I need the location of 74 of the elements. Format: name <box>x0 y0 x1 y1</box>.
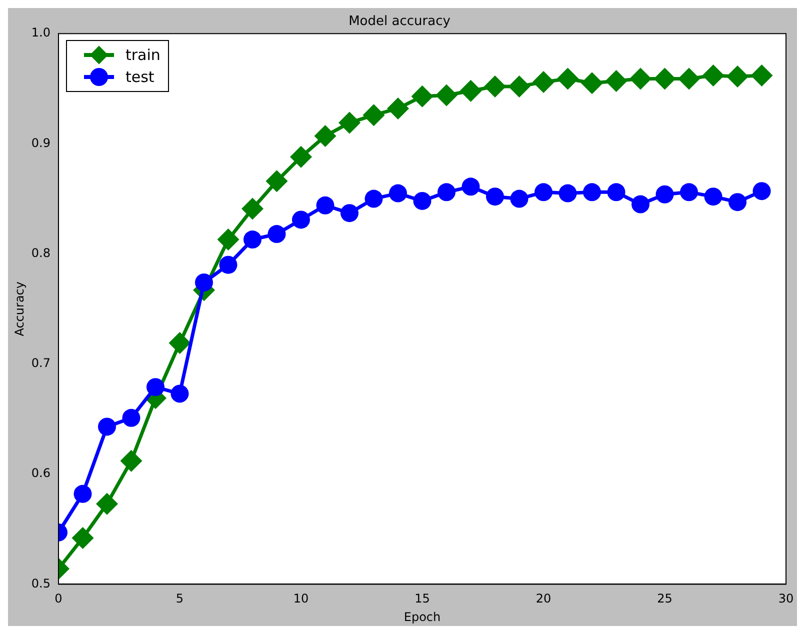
point <box>388 184 407 202</box>
point <box>580 72 603 94</box>
point <box>96 492 118 515</box>
point <box>217 228 240 251</box>
point <box>266 170 288 192</box>
x-tick-label: 20 <box>536 592 552 606</box>
x-tick-label: 30 <box>778 592 794 606</box>
point <box>98 418 116 436</box>
point <box>241 198 264 220</box>
point <box>340 204 358 222</box>
point <box>510 190 528 208</box>
point <box>122 408 140 427</box>
x-tick-label: 15 <box>414 592 430 606</box>
point <box>74 484 92 503</box>
x-tick-label: 0 <box>54 592 62 606</box>
point <box>534 183 552 202</box>
point <box>168 332 191 354</box>
point <box>146 378 164 396</box>
legend-label: test <box>125 68 154 86</box>
point <box>413 192 432 210</box>
point <box>462 178 480 196</box>
point <box>435 84 458 106</box>
legend-label: train <box>125 46 160 64</box>
point <box>704 188 722 206</box>
point <box>243 230 262 249</box>
point <box>582 183 601 202</box>
point <box>219 256 238 274</box>
point <box>726 66 748 88</box>
point <box>194 273 213 292</box>
x-tick-label: 10 <box>293 592 309 606</box>
point <box>170 384 189 403</box>
point <box>702 64 724 86</box>
point <box>556 68 579 90</box>
point <box>680 183 698 202</box>
point <box>752 182 771 200</box>
point <box>338 112 360 134</box>
point <box>532 71 554 94</box>
y-tick-label: 0.6 <box>31 466 50 480</box>
point <box>386 97 409 120</box>
point <box>484 75 506 98</box>
point <box>411 85 434 108</box>
point <box>629 68 652 90</box>
y-tick-label: 1.0 <box>31 26 50 40</box>
y-axis-title: Accuracy <box>12 282 26 336</box>
point <box>605 70 628 92</box>
point <box>268 225 286 244</box>
x-axis-title: Epoch <box>404 610 441 624</box>
x-tick-label: 5 <box>176 592 184 606</box>
point <box>656 185 674 204</box>
point <box>558 184 577 202</box>
y-tick-label: 0.7 <box>31 356 50 370</box>
point <box>508 75 530 98</box>
point <box>460 80 482 102</box>
point <box>292 210 310 229</box>
point <box>728 193 746 212</box>
point <box>750 64 773 86</box>
y-tick-label: 0.8 <box>31 246 50 260</box>
point <box>607 183 626 202</box>
point <box>486 188 504 206</box>
point <box>364 190 383 208</box>
point <box>678 68 700 90</box>
point <box>72 526 94 549</box>
point <box>437 183 456 202</box>
y-tick-label: 0.5 <box>31 576 50 590</box>
point <box>314 125 336 148</box>
point <box>654 68 676 90</box>
point <box>362 104 385 126</box>
point <box>316 196 334 214</box>
chart-title: Model accuracy <box>348 14 451 30</box>
point <box>120 450 142 472</box>
y-tick-label: 0.9 <box>31 136 50 150</box>
point <box>631 195 650 214</box>
x-tick-label: 25 <box>657 592 672 606</box>
point <box>290 146 312 168</box>
